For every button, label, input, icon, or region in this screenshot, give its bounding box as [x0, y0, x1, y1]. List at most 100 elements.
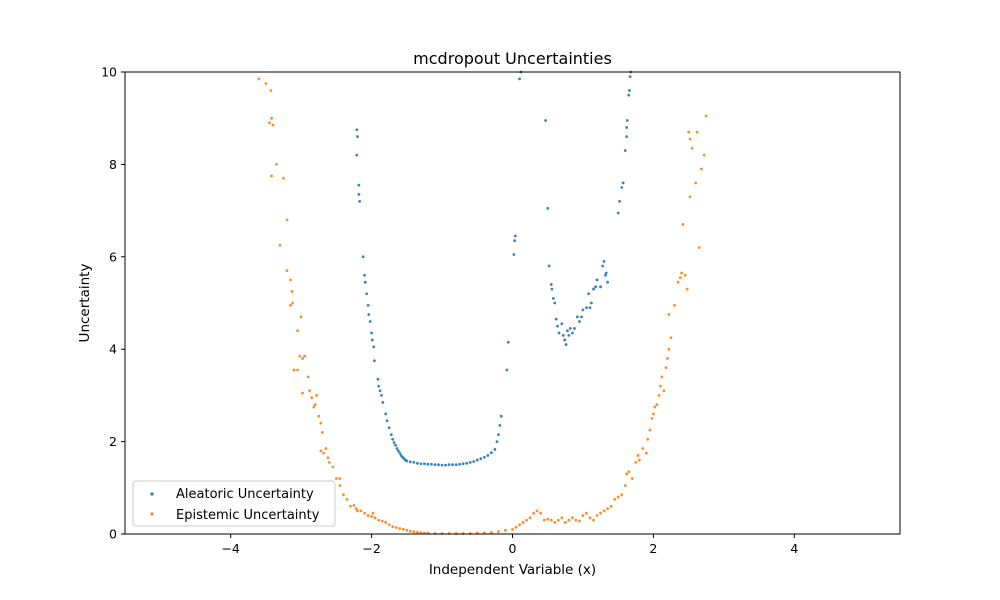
- data-point: [621, 181, 625, 185]
- data-point: [289, 278, 292, 282]
- data-point: [468, 460, 472, 464]
- data-point: [539, 511, 543, 515]
- data-point: [662, 389, 666, 393]
- legend-label-aleatoric: Aleatoric Uncertainty: [176, 487, 314, 502]
- data-point: [505, 368, 509, 372]
- data-point: [620, 493, 624, 497]
- data-point: [458, 462, 462, 466]
- data-point: [363, 280, 367, 284]
- data-point: [356, 509, 359, 513]
- data-point: [380, 519, 384, 523]
- data-point: [606, 507, 610, 510]
- data-point: [357, 183, 361, 187]
- data-point: [355, 128, 359, 132]
- data-point: [298, 354, 302, 358]
- data-point: [504, 528, 507, 532]
- data-point: [303, 354, 307, 358]
- data-point: [486, 454, 490, 457]
- y-tick-label: 8: [109, 157, 117, 172]
- data-point: [354, 507, 358, 510]
- data-point: [581, 308, 585, 312]
- data-point: [636, 454, 640, 457]
- data-point: [625, 126, 629, 129]
- data-point: [317, 414, 321, 418]
- legend-box: [132, 480, 336, 527]
- data-point: [669, 336, 673, 340]
- data-point: [290, 290, 294, 293]
- data-point: [370, 331, 373, 335]
- y-tick-label: 10: [101, 65, 117, 80]
- data-point: [301, 357, 304, 360]
- data-point: [694, 181, 698, 185]
- data-point: [627, 93, 631, 97]
- data-point: [306, 375, 310, 379]
- data-point: [319, 449, 323, 453]
- data-point: [550, 287, 554, 291]
- data-point: [506, 340, 510, 344]
- data-point: [270, 174, 273, 178]
- data-point: [282, 176, 285, 180]
- data-point: [556, 518, 560, 522]
- data-point: [673, 303, 676, 307]
- data-point: [525, 518, 528, 522]
- data-point: [554, 317, 558, 321]
- data-point: [563, 521, 567, 524]
- data-point: [587, 292, 590, 296]
- data-point: [394, 526, 398, 529]
- data-point: [512, 253, 516, 256]
- data-point: [296, 368, 300, 372]
- data-point: [513, 234, 517, 238]
- data-point: [681, 223, 685, 226]
- data-point: [604, 271, 608, 275]
- data-point: [479, 457, 483, 461]
- data-point: [553, 521, 557, 524]
- data-point: [376, 377, 380, 381]
- data-point: [630, 477, 634, 480]
- data-point: [590, 301, 593, 305]
- data-point: [320, 430, 324, 434]
- data-point: [680, 271, 683, 275]
- data-point: [349, 504, 352, 508]
- data-point: [423, 462, 426, 466]
- data-point: [702, 153, 706, 157]
- data-point: [338, 477, 342, 480]
- x-axis-label: Independent Variable (x): [429, 562, 596, 578]
- data-point: [650, 417, 654, 420]
- data-point: [363, 511, 366, 515]
- data-point: [601, 264, 605, 268]
- data-point: [595, 278, 599, 282]
- data-point: [358, 199, 362, 203]
- data-point: [560, 516, 564, 520]
- data-point: [685, 287, 689, 291]
- data-point: [497, 433, 500, 437]
- x-tick-label: 0: [509, 541, 517, 556]
- data-point: [308, 389, 311, 393]
- data-points: [257, 70, 708, 535]
- data-point: [592, 287, 595, 291]
- data-point: [285, 218, 289, 222]
- x-tick-label: −2: [362, 541, 380, 556]
- data-point: [606, 280, 610, 284]
- data-point: [292, 368, 296, 372]
- data-point: [688, 137, 692, 141]
- y-axis: 0 2 4 6 8 10: [101, 65, 125, 542]
- data-point: [444, 463, 447, 467]
- data-point: [461, 462, 465, 466]
- data-point: [271, 123, 275, 127]
- data-point: [495, 440, 499, 443]
- data-point: [695, 130, 699, 134]
- y-tick-label: 0: [109, 527, 117, 542]
- data-point: [368, 320, 372, 323]
- data-point: [419, 462, 423, 466]
- data-point: [289, 303, 292, 307]
- data-point: [398, 451, 402, 455]
- data-point: [408, 460, 412, 464]
- y-axis-label: Uncertainty: [77, 264, 93, 343]
- data-point: [585, 511, 588, 515]
- data-point: [568, 327, 572, 330]
- data-point: [564, 343, 568, 346]
- data-point: [634, 460, 638, 464]
- data-point: [563, 338, 567, 342]
- data-point: [310, 396, 314, 400]
- legend-marker-epistemic: [150, 512, 154, 516]
